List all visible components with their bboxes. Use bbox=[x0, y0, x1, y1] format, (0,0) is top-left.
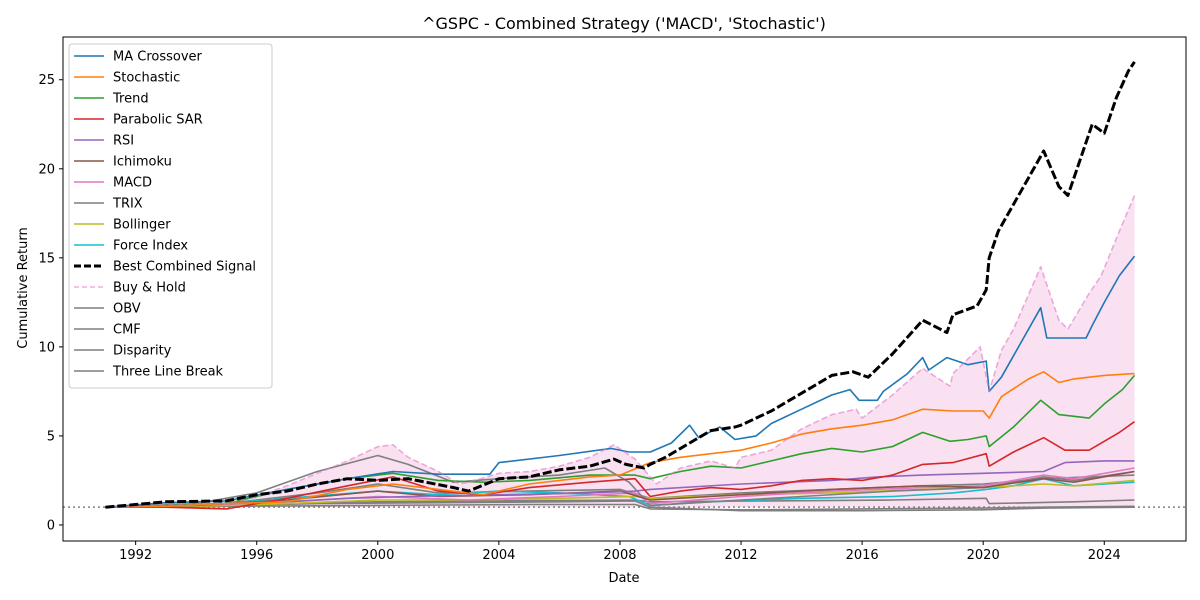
series-group bbox=[63, 61, 1186, 512]
x-tick-label: 2004 bbox=[482, 548, 515, 563]
x-tick-label: 2008 bbox=[603, 548, 636, 563]
legend-label-force-index: Force Index bbox=[113, 239, 188, 254]
y-tick-label: 15 bbox=[38, 251, 55, 266]
plot-area bbox=[63, 61, 1186, 512]
series-line-bollinger bbox=[105, 479, 1135, 508]
legend-label-parabolic-sar: Parabolic SAR bbox=[113, 113, 203, 128]
y-tick-label: 10 bbox=[38, 340, 55, 355]
series-line-buy-hold bbox=[105, 195, 1136, 508]
legend-label-obv: OBV bbox=[113, 302, 141, 317]
legend-label-rsi: RSI bbox=[113, 134, 134, 149]
series-line-trend bbox=[105, 374, 1136, 508]
x-tick-label: 1996 bbox=[240, 548, 273, 563]
x-tick-label: 2000 bbox=[361, 548, 394, 563]
legend-label-buy-hold: Buy & Hold bbox=[113, 281, 186, 296]
legend-label-cmf: CMF bbox=[113, 323, 141, 338]
legend-label-stochastic: Stochastic bbox=[113, 71, 180, 86]
legend: MA Crossover Stochastic Trend Parabolic SAR… bbox=[68, 43, 273, 389]
x-axis-label: Date bbox=[608, 571, 639, 586]
y-tick-label: 20 bbox=[38, 162, 55, 177]
chart-title: ^GSPC - Combined Strategy ('MACD', 'Stoc… bbox=[422, 14, 826, 33]
legend-label-trix: TRIX bbox=[112, 197, 143, 212]
series-line-parabolic-sar bbox=[105, 421, 1135, 510]
legend-label-ichimoku: Ichimoku bbox=[113, 155, 172, 170]
x-tick-label: 2012 bbox=[724, 548, 757, 563]
legend-label-best-combined-signal: Best Combined Signal bbox=[113, 260, 256, 275]
legend-label-ma-crossover: MA Crossover bbox=[113, 50, 203, 65]
y-axis-label: Cumulative Return bbox=[16, 227, 31, 348]
x-tick-label: 2016 bbox=[846, 548, 879, 563]
buy-hold-fill-area bbox=[105, 195, 1135, 508]
y-tick-label: 25 bbox=[38, 73, 55, 88]
x-tick-label: 1992 bbox=[119, 548, 152, 563]
legend-box bbox=[68, 43, 273, 389]
series-line-ichimoku bbox=[105, 470, 1135, 508]
legend-label-trend: Trend bbox=[112, 92, 149, 107]
y-tick-label: 5 bbox=[47, 429, 55, 444]
series-line-obv bbox=[105, 503, 1135, 511]
legend-label-macd: MACD bbox=[113, 176, 152, 191]
x-tick-label: 2020 bbox=[967, 548, 1000, 563]
legend-label-bollinger: Bollinger bbox=[113, 218, 171, 233]
series-line-ma-crossover bbox=[105, 255, 1136, 508]
y-tick-label: 0 bbox=[47, 518, 55, 533]
axes-frame bbox=[62, 36, 1187, 542]
x-tick-label: 2024 bbox=[1088, 548, 1121, 563]
series-line-best-combined-signal bbox=[105, 61, 1136, 509]
legend-label-disparity: Disparity bbox=[113, 344, 172, 359]
series-line-stochastic bbox=[105, 371, 1135, 508]
axis-ticks: 1992 1996 2000 2004 2008 2012 2016 2020 2024 0 5 10… bbox=[38, 73, 1120, 563]
legend-label-three-line-break: Three Line Break bbox=[112, 365, 224, 380]
